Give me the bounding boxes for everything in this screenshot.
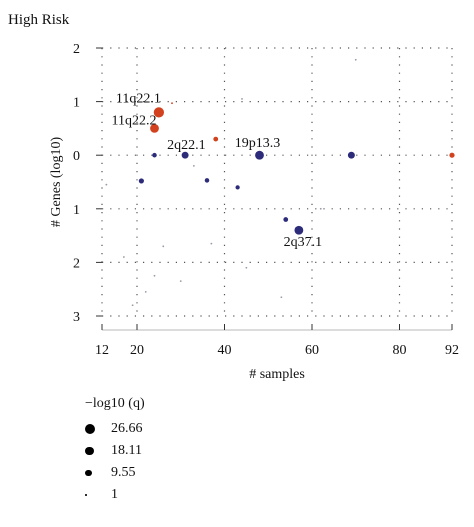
x-tick-label: 60 [305, 343, 319, 358]
data-point [354, 58, 357, 61]
x-tick-label: 40 [218, 343, 232, 358]
x-tick-label: 12 [95, 343, 109, 358]
legend-item: 9.55 [85, 462, 145, 484]
data-point [105, 183, 108, 186]
data-point [449, 152, 455, 158]
data-point [319, 207, 322, 210]
data-point [283, 217, 289, 222]
data-point [204, 178, 210, 183]
data-point-labeled [294, 225, 304, 235]
point-label: 2q22.1 [167, 138, 206, 153]
legend-marker [85, 469, 92, 477]
chart-title: High Risk [8, 12, 70, 28]
legend-item: 1 [85, 484, 145, 506]
data-point [171, 102, 173, 105]
data-point [153, 274, 156, 277]
data-point [122, 256, 125, 258]
legend-item: 18.11 [85, 440, 145, 462]
legend-label: 18.11 [111, 443, 142, 458]
x-tick-label: 92 [445, 343, 459, 358]
data-point [162, 245, 165, 248]
legend-item: 26.66 [85, 418, 145, 440]
legend-marker [85, 423, 96, 435]
data-point [347, 151, 355, 159]
y-tick-label: 0 [73, 149, 80, 164]
data-point [213, 136, 219, 142]
y-tick-label: 3 [73, 310, 80, 325]
legend-label: 1 [111, 487, 118, 502]
legend-title: −log10 (q) [85, 396, 145, 411]
x-tick-label: 20 [130, 343, 144, 358]
point-label: 11q22.2 [112, 113, 157, 128]
data-point-labeled [255, 150, 264, 160]
point-label: 19p13.3 [235, 136, 281, 151]
legend-marker [85, 446, 94, 456]
legend: −log10 (q) 26.66 18.11 9.55 1 [85, 396, 145, 506]
legend-marker [85, 494, 87, 496]
data-point-labeled [153, 107, 165, 118]
y-tick-label: 1 [73, 96, 80, 111]
data-point [144, 290, 147, 293]
data-point [241, 98, 243, 100]
legend-label: 26.66 [111, 421, 143, 436]
x-tick-label: 80 [393, 343, 407, 358]
data-point [138, 178, 144, 184]
data-point [280, 296, 283, 299]
y-tick-label: 2 [73, 256, 80, 271]
data-point [131, 304, 134, 307]
y-axis-label: # Genes (log10) [49, 137, 64, 228]
y-tick-label: 2 [73, 42, 80, 57]
data-point [179, 280, 182, 283]
data-point-labeled [181, 151, 189, 159]
data-point [210, 242, 213, 245]
data-point [192, 165, 195, 167]
data-point-labeled [150, 123, 159, 133]
data-point [245, 266, 248, 269]
point-label: 11q22.1 [116, 91, 161, 106]
data-point [152, 152, 157, 158]
legend-label: 9.55 [111, 465, 136, 480]
y-tick-label: 1 [73, 203, 80, 218]
point-label: 2q37.1 [284, 235, 323, 250]
data-point [235, 185, 240, 190]
x-axis-label: # samples [249, 367, 305, 382]
